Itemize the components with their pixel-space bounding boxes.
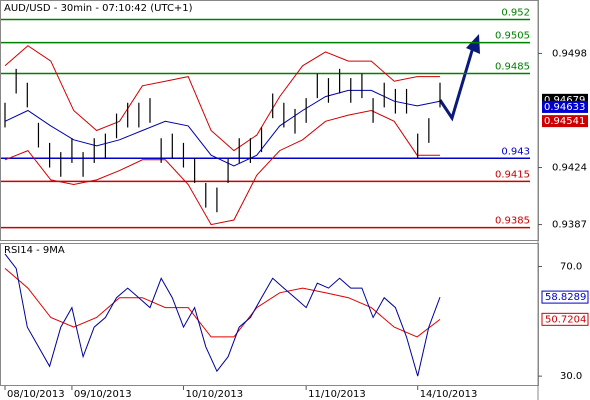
forecast-arrowhead [466, 34, 480, 54]
level-label: 0.952 [501, 8, 530, 19]
rsi-panel [0, 243, 539, 386]
x-tick-label: 14/10/2013 [420, 389, 478, 400]
level-label: 0.9485 [495, 61, 530, 72]
rsi-tick-label: 70.0 [560, 261, 582, 272]
forecast-arrow [438, 43, 476, 122]
rsi-ma-line [4, 268, 441, 338]
moving-average [4, 89, 441, 167]
price-label-box [542, 100, 588, 113]
rsi-line [4, 253, 441, 377]
price-label: 0.94541 [544, 116, 585, 127]
y-tick-label: 0.9387 [552, 220, 587, 231]
rsi-label-box [541, 290, 589, 304]
upper-band [4, 45, 440, 152]
rsi-label: 58.8289 [545, 292, 586, 303]
rsi-label-box [541, 312, 589, 326]
x-tick-label: 08/10/2013 [7, 389, 65, 400]
price-label: 0.94633 [544, 102, 585, 113]
y-tick-label: 0.9498 [552, 48, 587, 59]
lower-band [4, 109, 440, 226]
chart-title: AUD/USD - 30min - 07:10:42 (UTC+1) [4, 3, 193, 14]
price-label-box [542, 115, 588, 128]
level-label: 0.943 [501, 146, 530, 157]
rsi-title: RSI14 - 9MA [4, 245, 65, 256]
price-panel [0, 0, 539, 241]
y-tick-label: 0.9424 [552, 163, 587, 174]
x-tick-label: 10/10/2013 [185, 389, 243, 400]
price-label: 0.94679 [544, 95, 585, 106]
x-tick-label: 11/10/2013 [308, 389, 366, 400]
rsi-label: 50.7204 [545, 314, 586, 325]
level-label: 0.9385 [495, 216, 530, 227]
level-label: 0.9505 [495, 31, 530, 42]
rsi-tick-label: 30.0 [560, 371, 582, 382]
x-tick-label: 09/10/2013 [74, 389, 132, 400]
level-label: 0.9415 [495, 169, 530, 180]
